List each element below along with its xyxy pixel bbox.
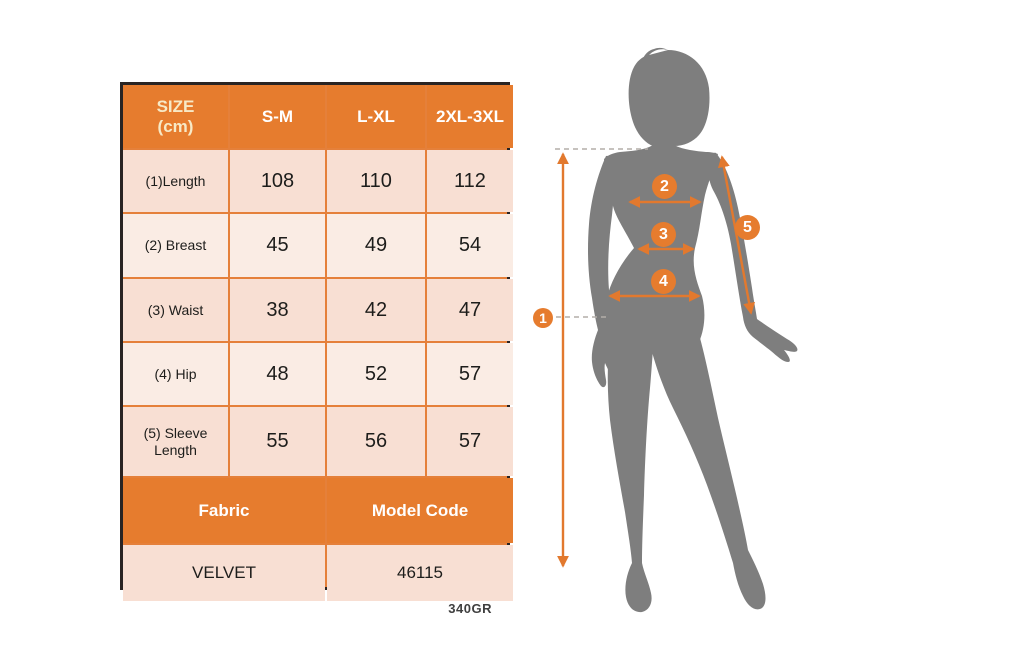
breast-s-m: 45 <box>230 214 325 277</box>
fabric-header: Fabric <box>123 478 325 543</box>
hip-2xl-3xl: 57 <box>427 343 513 405</box>
model-code-value: 46115 <box>327 545 513 601</box>
hip-l-xl: 52 <box>327 343 425 405</box>
silhouette-head <box>628 47 710 146</box>
measure-badge-2: 2 <box>652 174 677 199</box>
measure-badge-5: 5 <box>735 215 760 240</box>
hip-s-m: 48 <box>230 343 325 405</box>
body-silhouette <box>588 47 798 613</box>
breast-l-xl: 49 <box>327 214 425 277</box>
row-label-breast: (2) Breast <box>123 214 228 277</box>
row-label-sleeve-length: (5) Sleeve Length <box>123 407 228 476</box>
silhouette-right-leg <box>652 338 766 610</box>
size-unit-header: SIZE (cm) <box>123 85 228 148</box>
measure-badge-4: 4 <box>651 269 676 294</box>
fabric-weight-note: 340GR <box>448 601 492 616</box>
size-header-line1: SIZE <box>156 96 195 116</box>
silhouette-right-arm <box>708 152 798 362</box>
silhouette-left-arm <box>588 155 619 388</box>
sleeve-s-m: 55 <box>230 407 325 476</box>
column-header-2xl-3xl: 2XL-3XL <box>427 85 513 148</box>
length-l-xl: 110 <box>327 150 425 212</box>
length-s-m: 108 <box>230 150 325 212</box>
row-label-length: (1)Length <box>123 150 228 212</box>
model-code-header: Model Code <box>327 478 513 543</box>
body-measurement-diagram <box>555 47 798 613</box>
size-table: SIZE (cm) S-M L-XL 2XL-3XL (1)Length 108… <box>120 82 513 601</box>
row-label-hip: (4) Hip <box>123 343 228 405</box>
column-header-l-xl: L-XL <box>327 85 425 148</box>
breast-2xl-3xl: 54 <box>427 214 513 277</box>
length-2xl-3xl: 112 <box>427 150 513 212</box>
measure-badge-3: 3 <box>651 222 676 247</box>
measure-badge-1: 1 <box>533 308 553 328</box>
sleeve-2xl-3xl: 57 <box>427 407 513 476</box>
row-label-waist: (3) Waist <box>123 279 228 341</box>
waist-l-xl: 42 <box>327 279 425 341</box>
waist-s-m: 38 <box>230 279 325 341</box>
sleeve-l-xl: 56 <box>327 407 425 476</box>
size-header-line2: (cm) <box>157 116 194 136</box>
column-header-s-m: S-M <box>230 85 325 148</box>
waist-2xl-3xl: 47 <box>427 279 513 341</box>
fabric-value: VELVET <box>123 545 325 601</box>
silhouette-left-leg <box>607 336 654 613</box>
